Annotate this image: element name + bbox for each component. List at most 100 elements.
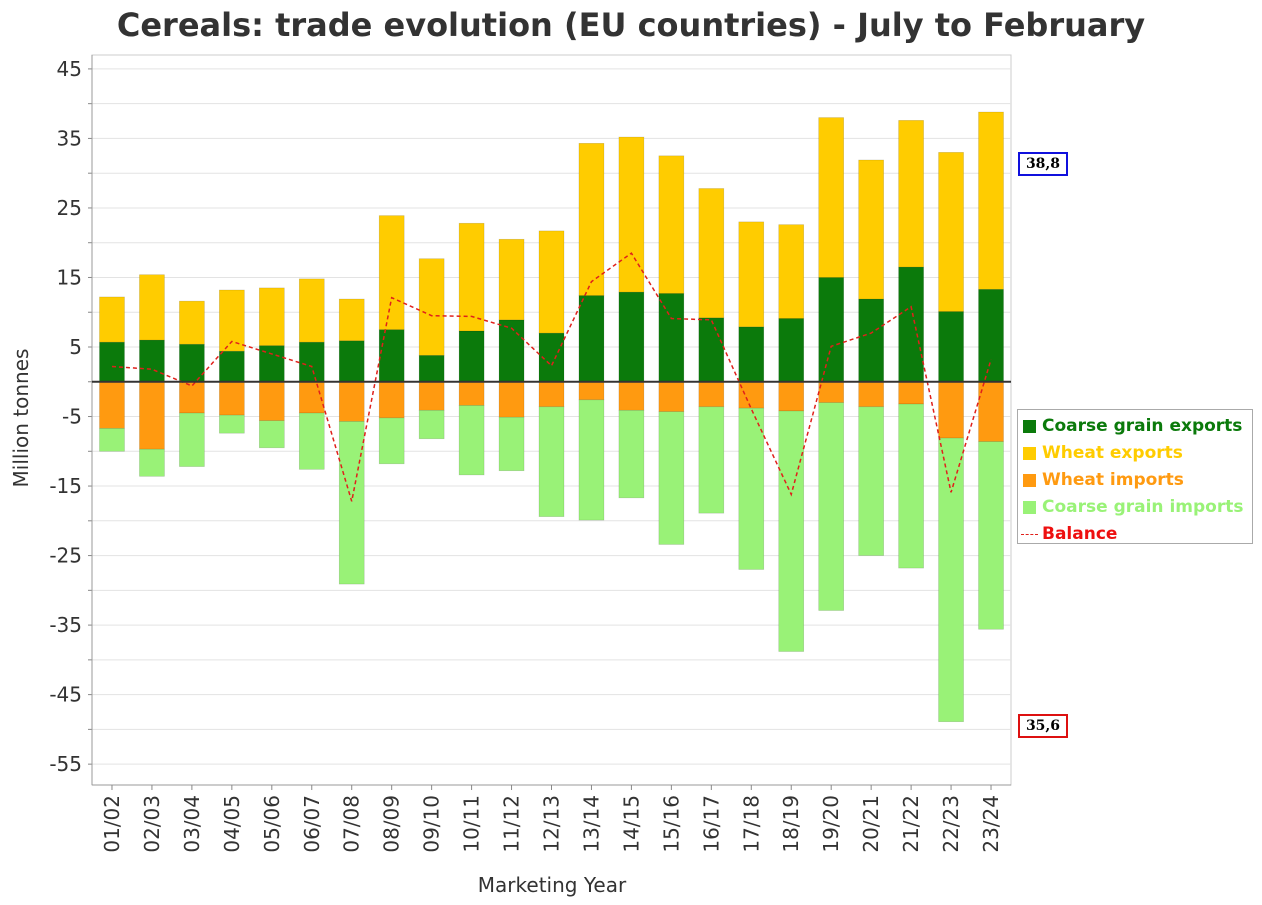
bar-coarse-grain-imports [498,416,525,472]
bar-coarse-grain-exports [778,318,805,383]
bar-wheat-imports [338,381,365,422]
x-tick-label: 05/06 [260,795,284,853]
total-exports-callout: 38,8 [1018,152,1068,176]
bar-wheat-exports [818,117,844,278]
bar-wheat-exports [498,238,525,321]
bar-coarse-grain-imports [818,402,844,611]
bar-coarse-grain-exports [338,340,365,383]
bar-wheat-exports [978,111,1004,290]
x-tick-label: 16/17 [699,795,723,853]
y-tick-label: 35 [57,126,82,150]
bar-coarse-grain-imports [418,409,445,440]
y-tick-label: -35 [49,613,82,637]
bar-wheat-imports [139,381,165,450]
bar-coarse-grain-exports [139,339,165,383]
x-tick-label: 04/05 [220,795,244,853]
bar-coarse-grain-imports [219,414,245,434]
x-tick-label: 11/12 [500,795,524,853]
y-tick-label: 45 [57,57,82,81]
bar-coarse-grain-imports [858,406,884,556]
bar-wheat-imports [538,381,565,408]
bar-wheat-imports [738,381,765,409]
legend-color-swatch [1023,501,1036,514]
bar-wheat-imports [618,381,645,411]
bar-coarse-grain-imports [99,428,125,452]
legend-label: Wheat imports [1042,470,1184,490]
legend-label: Balance [1042,524,1118,544]
bar-coarse-grain-imports [898,403,924,569]
bar-wheat-imports [498,381,525,418]
y-tick-label: 25 [57,196,82,220]
x-tick-label: 07/08 [340,795,364,853]
bar-coarse-grain-exports [179,343,205,383]
bar-wheat-exports [698,188,725,319]
bar-wheat-exports [778,224,805,319]
bar-coarse-grain-imports [538,406,565,517]
bar-coarse-grain-imports [378,417,405,465]
bar-coarse-grain-exports [618,291,645,383]
y-tick-label: -5 [62,405,82,429]
y-tick-label: -25 [49,544,82,568]
bar-wheat-exports [338,298,365,342]
bar-coarse-grain-exports [898,266,924,383]
bar-coarse-grain-imports [778,410,805,652]
x-tick-label: 22/23 [939,795,963,853]
bar-coarse-grain-exports [458,330,485,383]
bar-wheat-imports [578,381,605,401]
bar-coarse-grain-imports [938,437,964,723]
bar-coarse-grain-imports [139,448,165,477]
y-tick-label: 15 [57,265,82,289]
bar-coarse-grain-imports [698,406,725,514]
legend-item-coarse-grain-imports: Coarse grain imports [1018,494,1252,521]
x-tick-label: 13/14 [579,795,603,853]
bar-wheat-imports [658,381,685,412]
bar-wheat-imports [458,381,485,406]
y-tick-label: -15 [49,474,82,498]
y-tick-label: -45 [49,683,82,707]
bar-wheat-imports [99,381,125,429]
bar-coarse-grain-imports [338,421,365,585]
bar-wheat-exports [418,258,445,356]
bar-wheat-exports [898,120,924,268]
legend-color-swatch [1023,447,1036,460]
bar-wheat-exports [298,278,325,343]
bar-wheat-exports [378,215,405,330]
x-tick-label: 08/09 [380,795,404,853]
total-imports-callout: 35,6 [1018,714,1068,738]
bar-wheat-imports [698,381,725,408]
bar-wheat-exports [538,230,565,334]
bar-wheat-exports [658,155,685,294]
bar-coarse-grain-exports [858,298,884,383]
x-tick-label: 20/21 [859,795,883,853]
bar-wheat-exports [938,152,964,312]
bar-wheat-exports [738,221,765,328]
bar-wheat-imports [818,381,844,403]
bar-coarse-grain-exports [219,350,245,383]
bar-wheat-exports [578,142,605,296]
bar-wheat-imports [418,381,445,411]
x-tick-label: 09/10 [420,795,444,853]
bar-coarse-grain-imports [978,441,1004,630]
bar-coarse-grain-imports [578,399,605,521]
bar-coarse-grain-exports [99,341,125,383]
y-tick-label: 5 [69,335,82,359]
x-tick-label: 15/16 [659,795,683,853]
bar-wheat-exports [139,274,165,341]
bar-coarse-grain-exports [418,355,445,383]
legend-item-coarse-grain-exports: Coarse grain exports [1018,413,1252,440]
bars [99,111,1004,723]
bar-wheat-imports [858,381,884,408]
x-tick-label: 03/04 [180,795,204,853]
legend-line-swatch [1021,534,1038,535]
bar-coarse-grain-imports [618,409,645,499]
bar-wheat-imports [219,381,245,416]
legend-item-wheat-exports: Wheat exports [1018,440,1252,467]
legend-label: Wheat exports [1042,443,1183,463]
x-tick-label: 10/11 [460,795,484,853]
bar-coarse-grain-imports [458,405,485,476]
legend-item-balance: Balance [1018,521,1252,548]
y-axis-label: Million tonnes [9,349,33,488]
bar-coarse-grain-exports [698,317,725,383]
x-tick-label: 06/07 [300,795,324,853]
